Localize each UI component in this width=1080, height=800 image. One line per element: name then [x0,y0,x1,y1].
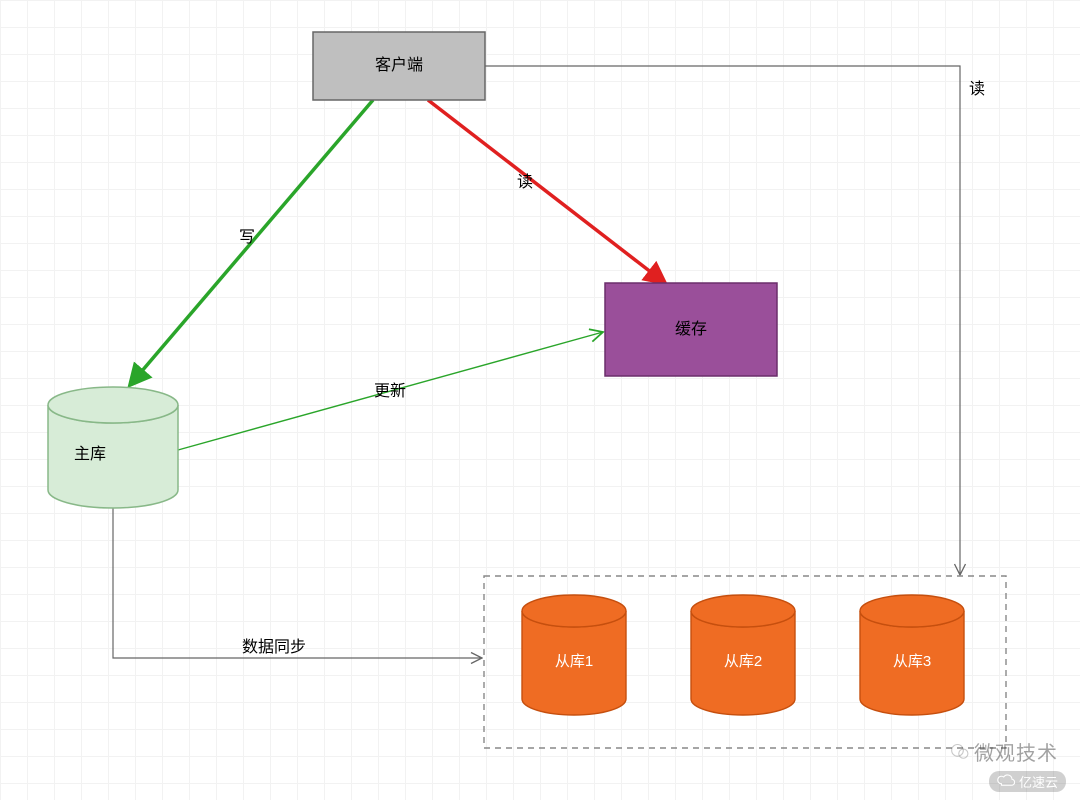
diagram-canvas: 写 读 更新 读 数据同步 客户端 缓存 [0,0,1080,800]
edge-write-label: 写 [239,229,255,246]
node-cache: 缓存 [605,283,777,376]
edge-read-cache [428,100,665,283]
edge-read-slaves-label: 读 [969,80,985,98]
wechat-icon [950,742,970,762]
node-slave1: 从库1 [522,595,626,715]
node-slave2: 从库2 [691,595,795,715]
node-master: 主库 [48,387,178,508]
edge-sync [113,508,482,658]
cloud-icon [997,774,1015,789]
edge-update-label: 更新 [374,382,406,400]
edges: 写 读 更新 读 数据同步 [113,66,985,658]
node-master-label: 主库 [74,445,106,463]
node-client: 客户端 [313,32,485,100]
node-slave2-label: 从库2 [724,653,762,670]
architecture-diagram: 写 读 更新 读 数据同步 客户端 缓存 [0,0,1080,800]
watermark-main: 微观技术 [950,737,1058,766]
watermark-sub: 亿速云 [989,771,1066,792]
edge-sync-label: 数据同步 [242,638,306,656]
watermark-main-text: 微观技术 [974,737,1058,766]
node-slave3: 从库3 [860,595,964,715]
node-client-label: 客户端 [375,56,423,74]
node-cache-label: 缓存 [675,320,707,338]
node-slave3-label: 从库3 [893,653,931,670]
watermark-sub-text: 亿速云 [1019,772,1058,791]
edge-read-cache-label: 读 [517,173,533,191]
node-slave1-label: 从库1 [555,653,593,670]
